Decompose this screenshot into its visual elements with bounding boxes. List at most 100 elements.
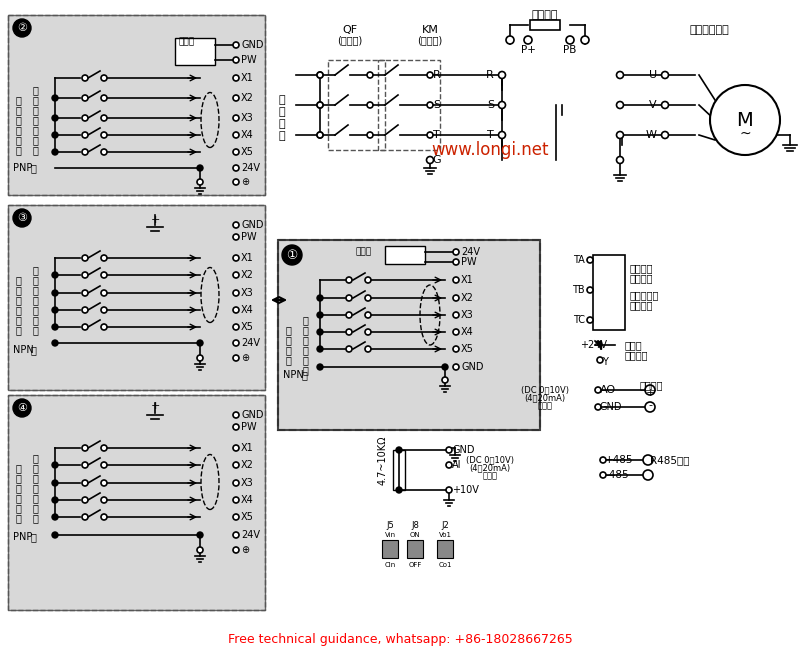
- Text: X4: X4: [241, 305, 254, 315]
- Circle shape: [595, 387, 601, 393]
- Text: Cin: Cin: [384, 562, 396, 568]
- Circle shape: [233, 340, 239, 346]
- Circle shape: [197, 179, 203, 185]
- Circle shape: [233, 115, 239, 121]
- Text: 24V: 24V: [461, 247, 480, 257]
- Text: GND: GND: [241, 220, 263, 230]
- Text: (DC 0～10V): (DC 0～10V): [521, 385, 569, 394]
- Text: KM: KM: [422, 25, 438, 35]
- Text: 可编程继: 可编程继: [630, 263, 654, 273]
- Text: PB: PB: [563, 45, 577, 55]
- Circle shape: [233, 480, 239, 486]
- Circle shape: [524, 36, 532, 44]
- Circle shape: [427, 72, 433, 78]
- Circle shape: [82, 497, 88, 503]
- Circle shape: [498, 72, 506, 78]
- Text: 内: 内: [15, 95, 21, 105]
- Circle shape: [317, 132, 323, 138]
- Circle shape: [233, 42, 239, 48]
- Text: 电: 电: [15, 145, 21, 155]
- Text: S: S: [433, 100, 440, 110]
- Text: TB: TB: [572, 285, 585, 295]
- Text: ~: ~: [739, 127, 751, 141]
- Circle shape: [52, 532, 58, 538]
- Circle shape: [101, 115, 107, 121]
- Circle shape: [566, 36, 574, 44]
- Circle shape: [233, 75, 239, 81]
- Circle shape: [396, 447, 402, 453]
- Text: 端: 端: [32, 295, 38, 305]
- Text: GND: GND: [241, 40, 263, 50]
- Text: -: -: [648, 400, 652, 410]
- Circle shape: [233, 255, 239, 261]
- Circle shape: [233, 355, 239, 361]
- Circle shape: [52, 340, 58, 346]
- Text: 故障指示: 故障指示: [630, 300, 654, 310]
- Circle shape: [367, 72, 373, 78]
- Circle shape: [52, 514, 58, 520]
- Circle shape: [365, 295, 371, 301]
- Text: ②: ②: [17, 23, 27, 33]
- Text: (断路器): (断路器): [338, 35, 362, 45]
- Text: ⊕: ⊕: [241, 177, 249, 187]
- Circle shape: [82, 132, 88, 138]
- Circle shape: [617, 101, 623, 109]
- Text: www.longi.net: www.longi.net: [431, 141, 549, 159]
- Text: 能: 能: [32, 285, 38, 295]
- Text: X5: X5: [461, 344, 474, 354]
- Circle shape: [233, 462, 239, 468]
- Text: TA: TA: [574, 255, 585, 265]
- Circle shape: [82, 75, 88, 81]
- Circle shape: [82, 514, 88, 520]
- Circle shape: [197, 532, 203, 538]
- Text: PW: PW: [241, 232, 257, 242]
- Text: 源: 源: [15, 493, 21, 503]
- Text: Vin: Vin: [385, 532, 395, 538]
- Text: Free technical guidance, whatsapp: +86-18028667265: Free technical guidance, whatsapp: +86-1…: [228, 634, 572, 646]
- Text: 部: 部: [15, 105, 21, 115]
- Text: GND: GND: [452, 445, 474, 455]
- Text: 功: 功: [32, 95, 38, 105]
- Text: 源: 源: [15, 125, 21, 135]
- Text: ⊕: ⊕: [241, 545, 249, 555]
- Text: T: T: [433, 130, 440, 140]
- Text: X5: X5: [241, 147, 254, 157]
- Circle shape: [233, 324, 239, 330]
- Text: R: R: [433, 70, 441, 80]
- Text: PW: PW: [461, 257, 477, 267]
- Polygon shape: [595, 341, 601, 349]
- Text: OFF: OFF: [408, 562, 422, 568]
- Circle shape: [453, 295, 459, 301]
- Circle shape: [52, 462, 58, 468]
- Text: 短接线: 短接线: [355, 247, 371, 257]
- Text: +: +: [150, 215, 160, 225]
- Circle shape: [453, 312, 459, 318]
- Circle shape: [617, 156, 623, 164]
- Text: X3: X3: [461, 310, 474, 320]
- Text: 输: 输: [32, 135, 38, 145]
- Circle shape: [617, 131, 623, 139]
- Text: PW: PW: [241, 55, 257, 65]
- Text: 出厂设定为: 出厂设定为: [630, 290, 659, 300]
- Circle shape: [233, 57, 239, 63]
- Circle shape: [367, 132, 373, 138]
- Text: 入: 入: [32, 145, 38, 155]
- Circle shape: [597, 357, 603, 363]
- Circle shape: [396, 487, 402, 493]
- Text: QF: QF: [342, 25, 358, 35]
- Text: 可转换: 可转换: [482, 471, 498, 481]
- Circle shape: [101, 462, 107, 468]
- Text: +: +: [150, 401, 160, 411]
- Text: X4: X4: [241, 130, 254, 140]
- Polygon shape: [437, 540, 453, 558]
- Circle shape: [427, 132, 433, 138]
- Text: 部: 部: [285, 335, 291, 345]
- Text: (接触器): (接触器): [418, 35, 442, 45]
- Text: 子: 子: [302, 355, 308, 365]
- Text: X2: X2: [461, 293, 474, 303]
- Circle shape: [82, 290, 88, 296]
- Text: 电: 电: [15, 483, 21, 493]
- Text: 入: 入: [31, 345, 37, 355]
- Text: PNP: PNP: [13, 163, 32, 173]
- Circle shape: [365, 329, 371, 335]
